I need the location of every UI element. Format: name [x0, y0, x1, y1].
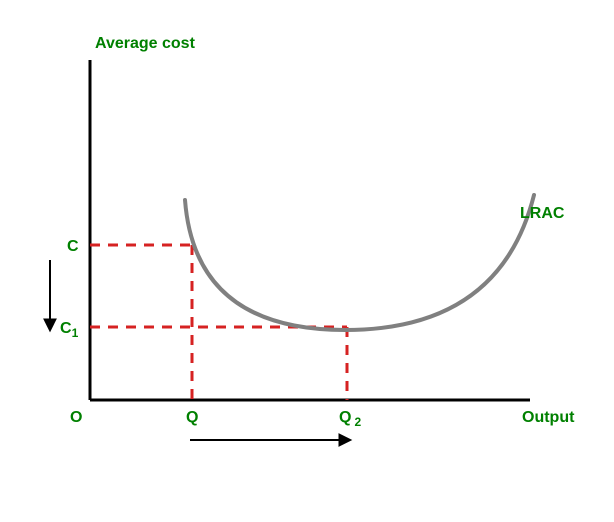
- label-q: Q: [186, 409, 198, 426]
- label-c: C: [67, 238, 79, 255]
- chart-container: Average cost Output O LRAC C C1 Q Q2: [0, 0, 614, 522]
- y-axis-title: Average cost: [95, 35, 196, 52]
- origin-label: O: [70, 409, 82, 426]
- curve-label: LRAC: [520, 205, 565, 222]
- lrac-chart: Average cost Output O LRAC C C1 Q Q2: [0, 0, 614, 522]
- label-c1: C1: [60, 320, 79, 340]
- label-q2: Q2: [339, 409, 361, 429]
- x-axis-title: Output: [522, 409, 575, 426]
- lrac-curve: [185, 195, 534, 330]
